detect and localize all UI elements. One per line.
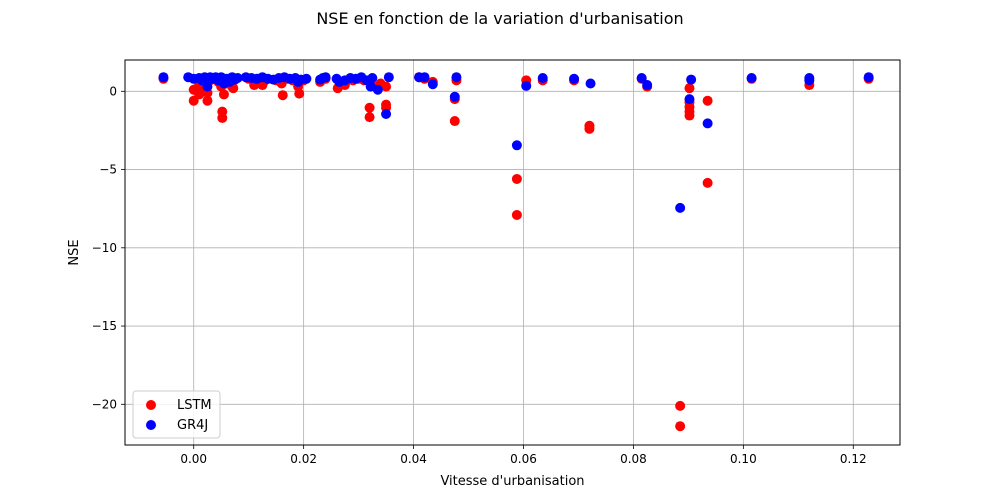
- y-tick-label: −15: [92, 319, 117, 333]
- point-lstm: [217, 112, 228, 123]
- point-lstm: [277, 90, 288, 101]
- point-lstm: [202, 95, 213, 106]
- point-gr4j: [158, 72, 169, 83]
- grid-lines: [125, 60, 900, 445]
- point-gr4j: [320, 72, 331, 83]
- point-gr4j: [746, 72, 757, 83]
- legend-marker-lstm: [146, 400, 156, 410]
- y-axis-label: NSE: [67, 239, 82, 265]
- point-gr4j: [804, 75, 815, 86]
- point-lstm: [684, 110, 695, 121]
- y-tick-label: −20: [92, 397, 117, 411]
- point-lstm: [364, 112, 375, 123]
- legend-marker-gr4j: [146, 420, 156, 430]
- point-lstm: [675, 421, 686, 432]
- point-lstm: [684, 83, 695, 94]
- point-gr4j: [372, 84, 383, 95]
- point-gr4j: [381, 108, 392, 119]
- point-lstm: [218, 89, 229, 100]
- point-lstm: [511, 173, 522, 184]
- point-gr4j: [675, 202, 686, 213]
- point-gr4j: [642, 80, 653, 91]
- point-gr4j: [427, 79, 438, 90]
- point-lstm: [364, 102, 375, 113]
- point-gr4j: [202, 81, 213, 92]
- point-lstm: [511, 209, 522, 220]
- point-lstm: [675, 400, 686, 411]
- x-tick-label: 0.00: [180, 452, 207, 466]
- data-points: [158, 72, 874, 432]
- point-gr4j: [449, 91, 460, 102]
- x-tick-label: 0.12: [840, 452, 867, 466]
- x-tick-label: 0.08: [620, 452, 647, 466]
- legend-label-gr4j: GR4J: [177, 418, 208, 433]
- point-gr4j: [686, 74, 697, 85]
- y-tick-label: 0: [109, 84, 117, 98]
- point-lstm: [294, 88, 305, 99]
- plot-frame: [124, 59, 901, 446]
- point-gr4j: [585, 78, 596, 89]
- y-tick-label: −5: [99, 163, 117, 177]
- point-gr4j: [367, 72, 378, 83]
- point-lstm: [702, 177, 713, 188]
- point-gr4j: [511, 140, 522, 151]
- point-lstm: [584, 123, 595, 134]
- x-tick-label: 0.02: [290, 452, 317, 466]
- x-tick-label: 0.06: [510, 452, 537, 466]
- chart-title: NSE en fonction de la variation d'urbani…: [316, 9, 683, 28]
- point-gr4j: [702, 118, 713, 129]
- point-gr4j: [684, 94, 695, 105]
- point-gr4j: [232, 72, 243, 83]
- point-gr4j: [863, 72, 874, 83]
- x-axis-label: Vitesse d'urbanisation: [440, 474, 584, 489]
- point-gr4j: [301, 73, 312, 84]
- point-gr4j: [451, 72, 462, 83]
- point-gr4j: [521, 80, 532, 91]
- point-gr4j: [636, 72, 647, 83]
- point-lstm: [449, 116, 460, 127]
- point-lstm: [381, 81, 392, 92]
- legend: LSTM GR4J: [132, 390, 221, 439]
- legend-label-lstm: LSTM: [177, 398, 212, 413]
- point-gr4j: [419, 72, 430, 83]
- point-gr4j: [537, 72, 548, 83]
- x-tick-label: 0.10: [730, 452, 757, 466]
- axis-ticks: 0.00 0.02 0.04 0.06 0.08 0.10 0.12 0 −5 −10 −15 −20: [92, 84, 867, 466]
- point-gr4j: [383, 72, 394, 83]
- point-lstm: [702, 95, 713, 106]
- y-tick-label: −10: [92, 241, 117, 255]
- point-gr4j: [569, 73, 580, 84]
- x-tick-label: 0.04: [400, 452, 427, 466]
